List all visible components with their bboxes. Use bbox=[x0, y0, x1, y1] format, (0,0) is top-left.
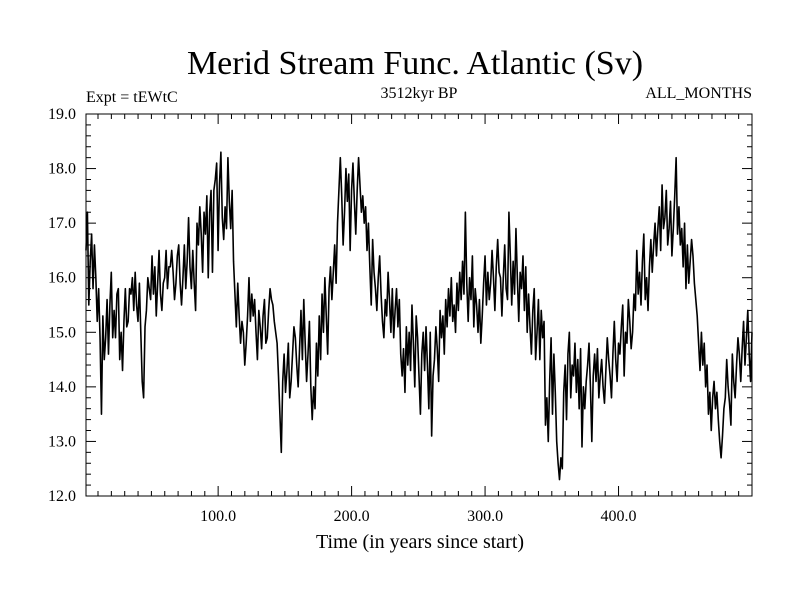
y-tick-label: 17.0 bbox=[48, 215, 76, 232]
axis-ticks bbox=[86, 113, 752, 497]
x-tick-label: 400.0 bbox=[601, 508, 637, 525]
x-axis-label: Time (in years since start) bbox=[316, 531, 524, 553]
y-tick-label: 19.0 bbox=[48, 106, 76, 123]
y-tick-label: 18.0 bbox=[48, 161, 76, 178]
series-line bbox=[85, 151, 753, 481]
experiment-label: Expt = tEWtC bbox=[86, 89, 178, 106]
x-tick-label: 200.0 bbox=[334, 508, 370, 525]
y-tick-label: 13.0 bbox=[48, 433, 76, 450]
y-tick-label: 16.0 bbox=[48, 270, 76, 287]
y-tick-label: 15.0 bbox=[48, 324, 76, 341]
y-tick-label: 12.0 bbox=[48, 488, 76, 505]
x-tick-label: 300.0 bbox=[467, 508, 503, 525]
x-tick-labels: 100.0 200.0 300.0 400.0 bbox=[200, 508, 636, 525]
plot-frame bbox=[85, 113, 753, 497]
x-tick-label: 100.0 bbox=[200, 508, 236, 525]
y-tick-label: 14.0 bbox=[48, 379, 76, 396]
period-label: 3512kyr BP bbox=[381, 85, 458, 102]
y-tick-labels: 12.0 13.0 14.0 15.0 16.0 17.0 18.0 19.0 bbox=[48, 106, 76, 505]
chart-title: Merid Stream Func. Atlantic (Sv) bbox=[187, 45, 643, 82]
season-label: ALL_MONTHS bbox=[645, 85, 752, 102]
